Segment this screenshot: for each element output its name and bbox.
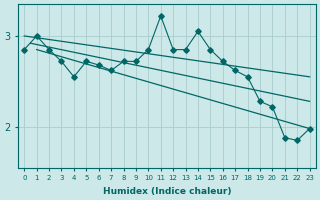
X-axis label: Humidex (Indice chaleur): Humidex (Indice chaleur)	[103, 187, 231, 196]
